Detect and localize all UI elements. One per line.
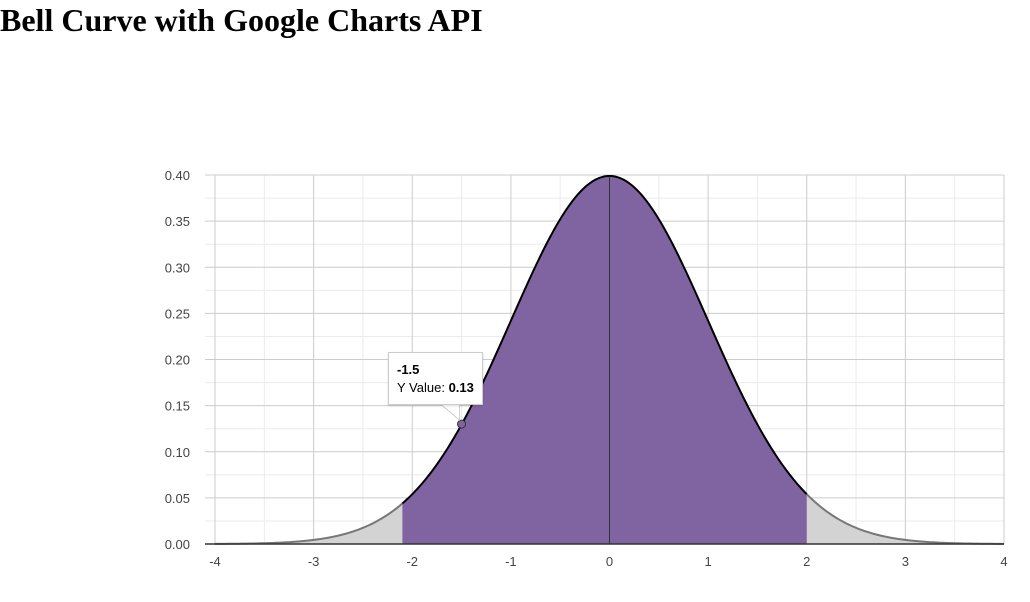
tooltip-x-value: -1.5 [397,362,420,377]
x-tick-label: 4 [1000,554,1007,569]
y-tick-label: 0.30 [165,260,190,275]
highlighted-area-fill [402,175,807,545]
x-tick-label: 0 [606,554,613,569]
y-tick-label: 0.20 [165,353,190,368]
x-tick-label: -2 [406,554,418,569]
data-tooltip: -1.5 Y Value: 0.13 [388,352,483,405]
x-tick-label: 3 [902,554,909,569]
y-tick-label: 0.10 [165,445,190,460]
x-axis-tick-labels: -4 -3 -2 -1 0 1 2 3 4 [209,554,1007,569]
y-tick-label: 0.35 [165,214,190,229]
tooltip-y-value: 0.13 [448,380,474,395]
y-tick-label: 0.40 [165,168,190,183]
x-tick-label: -3 [308,554,320,569]
curve-line-highlighted [401,174,808,505]
y-tick-label: 0.00 [165,537,190,552]
x-tick-label: -1 [505,554,517,569]
y-axis-tick-labels: 0.00 0.05 0.10 0.15 0.20 0.25 0.30 0.35 0.40 [165,168,190,552]
x-tick-label: -4 [209,554,221,569]
x-tick-label: 2 [803,554,810,569]
hovered-data-point[interactable] [457,419,467,429]
tooltip-series-label: Y Value: [397,380,445,395]
tooltip-series-row: Y Value: 0.13 [397,379,474,397]
tooltip-pointer [441,404,461,422]
y-tick-label: 0.25 [165,306,190,321]
x-tick-label: 1 [705,554,712,569]
y-tick-label: 0.05 [165,491,190,506]
page-title: Bell Curve with Google Charts API [0,2,483,38]
y-tick-label: 0.15 [165,399,190,414]
